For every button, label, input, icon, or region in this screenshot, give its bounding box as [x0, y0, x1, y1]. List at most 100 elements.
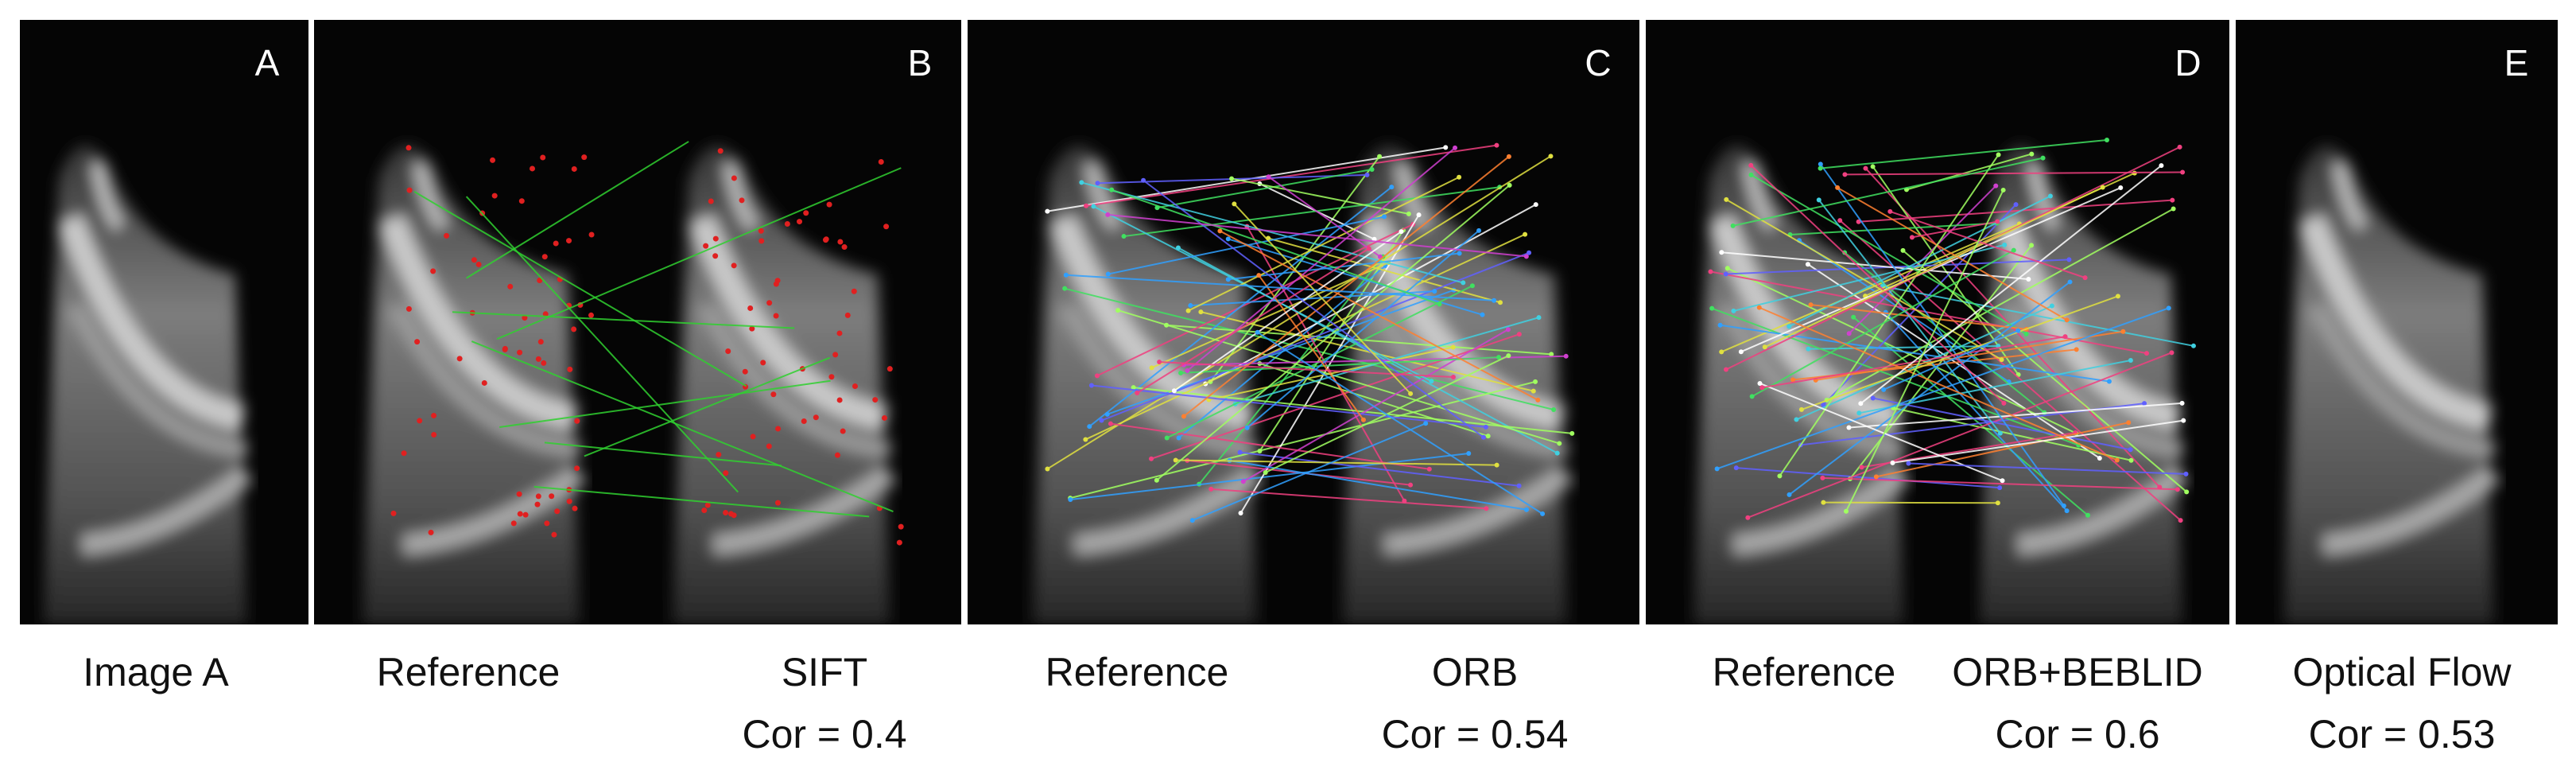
keypoint	[2097, 455, 2102, 461]
keypoint	[1745, 515, 1751, 520]
keypoint	[898, 523, 904, 530]
caption: Cor = 0.6	[1995, 712, 2159, 756]
keypoint	[1483, 424, 1488, 430]
match-line	[1246, 226, 1406, 502]
keypoint	[405, 305, 412, 312]
keypoint	[1821, 500, 1826, 505]
keypoint	[431, 412, 437, 418]
keypoint	[571, 165, 577, 172]
keypoint	[1079, 180, 1084, 185]
keypoint	[766, 443, 772, 449]
keypoint	[1429, 379, 1434, 384]
match-line	[1188, 176, 1460, 312]
keypoint	[2128, 357, 2133, 363]
keypoint	[1131, 385, 1136, 391]
match-line	[1183, 355, 1566, 366]
keypoint	[1870, 395, 1876, 401]
keypoint	[1476, 228, 1482, 233]
match-line	[1801, 295, 2119, 410]
keypoint	[1399, 229, 1404, 235]
keypoint	[1181, 414, 1186, 419]
match-line	[1808, 345, 1999, 350]
keypoint	[1154, 477, 1159, 483]
keypoint	[1141, 177, 1146, 183]
match-line	[1190, 290, 1435, 307]
keypoint	[1859, 465, 1864, 470]
keypoint	[1549, 352, 1554, 357]
keypoint	[1999, 357, 2004, 363]
match-line	[1175, 459, 1497, 466]
keypoint	[2085, 512, 2091, 518]
reference-label: Reference	[1046, 650, 1229, 694]
keypoint	[823, 236, 829, 243]
keypoint	[1818, 161, 1823, 167]
match-line	[1872, 397, 2131, 451]
keypoint	[534, 501, 541, 508]
keypoint	[1569, 430, 1575, 436]
keypoint	[2064, 317, 2070, 323]
keypoint	[708, 198, 714, 204]
keypoint	[1820, 475, 1825, 480]
match-line	[1258, 274, 1364, 421]
keypoint	[883, 224, 890, 230]
keypoint	[1506, 154, 1511, 159]
match-line	[1815, 330, 2124, 381]
keypoint	[2040, 155, 2046, 161]
keypoint	[2174, 487, 2180, 492]
keypoint	[2128, 447, 2133, 453]
keypoint	[828, 374, 835, 380]
keypoint	[1798, 406, 1804, 412]
keypoint	[1516, 332, 1522, 337]
keypoint	[2177, 144, 2182, 150]
keypoint	[1437, 301, 1442, 307]
keypoint	[2143, 351, 2149, 356]
panel: B Reference SIFT Cor = 0.4	[314, 20, 961, 756]
keypoint	[1045, 208, 1050, 214]
keypoint	[731, 175, 737, 181]
keypoint	[1091, 204, 1096, 209]
match-line	[1747, 352, 2172, 519]
keypoint	[1535, 397, 1541, 403]
keypoint	[1533, 379, 1538, 384]
match-line	[1732, 157, 2043, 227]
keypoint	[749, 325, 755, 332]
keypoint	[1087, 424, 1092, 430]
match-line	[1229, 460, 1527, 511]
keypoint	[2001, 400, 2007, 406]
keypoint	[588, 312, 594, 318]
match-line	[1183, 156, 1510, 418]
keypoint	[1185, 308, 1191, 313]
match-line	[1889, 210, 2085, 279]
keypoint	[1494, 462, 1499, 468]
keypoint	[1266, 174, 1271, 180]
match-line	[1759, 306, 2118, 461]
keypoint	[588, 231, 595, 238]
keypoint	[1453, 145, 1458, 150]
match-line	[1231, 177, 1410, 215]
keypoint	[2115, 294, 2120, 299]
keypoint	[2002, 242, 2008, 247]
keypoint	[1189, 518, 1195, 523]
keypoint	[2067, 279, 2073, 285]
keypoint	[1237, 449, 1243, 455]
keypoint	[2118, 185, 2124, 191]
keypoint	[535, 356, 541, 362]
keypoint	[1408, 482, 1414, 488]
keypoint	[773, 313, 779, 319]
keypoint	[572, 505, 578, 511]
keypoint	[502, 345, 508, 352]
keypoint	[566, 238, 572, 244]
match-line	[1084, 233, 1526, 441]
keypoint	[1873, 474, 1879, 480]
keypoint	[836, 330, 843, 336]
keypoint	[2126, 420, 2132, 426]
keypoint	[704, 502, 711, 508]
keypoint	[703, 243, 709, 249]
keypoint	[1719, 349, 1724, 355]
keypoint	[1105, 212, 1111, 217]
keypoint	[1115, 308, 1121, 313]
keypoint	[581, 154, 588, 161]
keypoint	[1748, 162, 1754, 168]
keypoint	[1377, 154, 1383, 159]
match-line	[1818, 199, 2001, 434]
